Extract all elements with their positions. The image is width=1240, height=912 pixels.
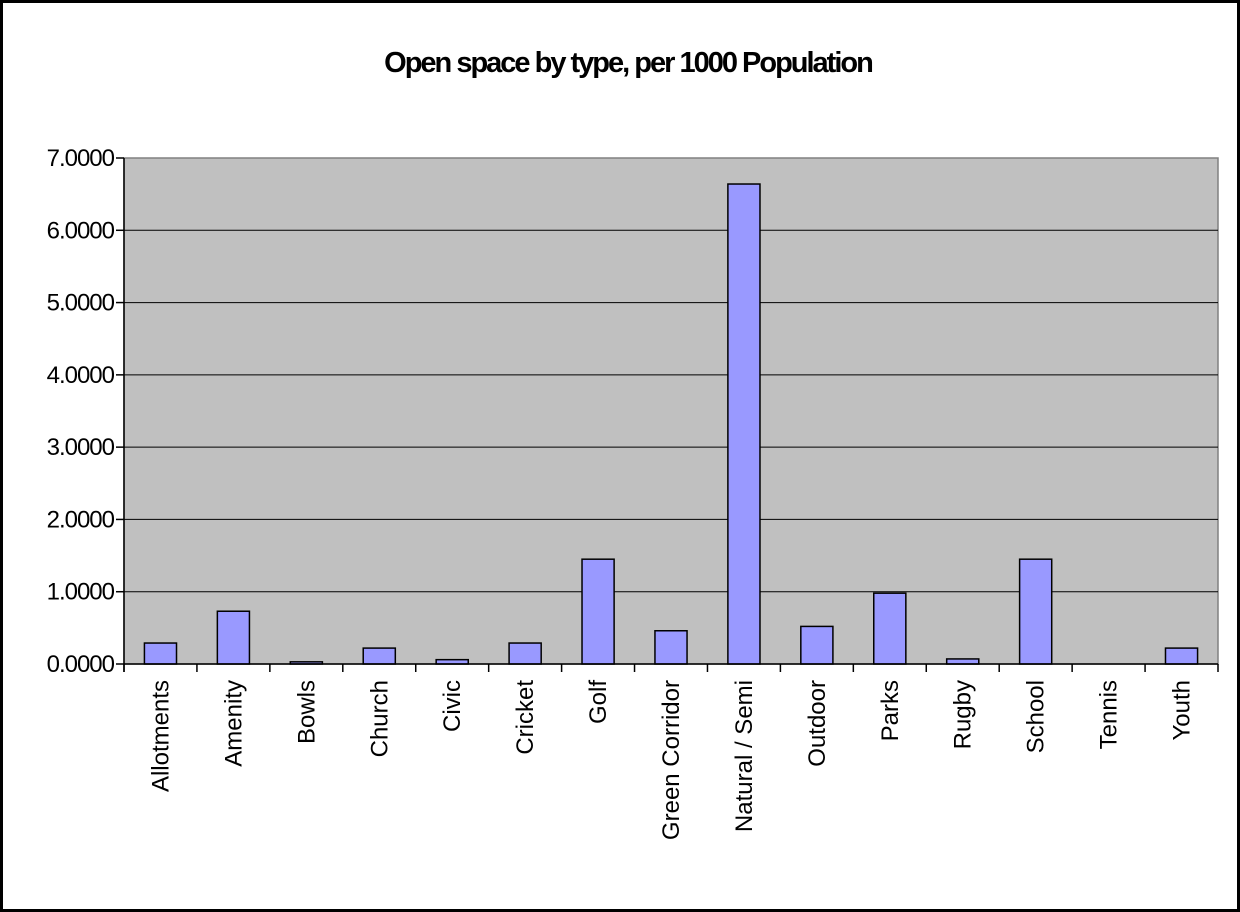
bar-natural-semi xyxy=(727,183,761,665)
x-category-label: Green Corridor xyxy=(658,680,685,840)
bar-amenity xyxy=(216,610,251,665)
x-category-label: Youth xyxy=(1169,680,1196,741)
bar-rugby xyxy=(945,658,980,665)
bar-parks xyxy=(873,592,907,665)
y-tick-label: 5.0000 xyxy=(47,290,115,317)
x-category-label: Church xyxy=(366,680,393,757)
y-tick-label: 1.0000 xyxy=(47,579,115,606)
axes xyxy=(116,157,1219,672)
y-tick-label: 7.0000 xyxy=(47,145,115,172)
x-category-label: Outdoor xyxy=(804,680,831,767)
bars xyxy=(143,183,1199,665)
y-tick-label: 0.0000 xyxy=(47,651,115,678)
bar-allotments xyxy=(143,642,178,665)
y-tick-label: 2.0000 xyxy=(47,506,115,533)
x-category-label: Allotments xyxy=(147,680,174,792)
y-tick-label: 4.0000 xyxy=(47,362,115,389)
bar-cricket xyxy=(508,642,542,665)
x-category-label: School xyxy=(1023,680,1050,753)
x-category-labels: Allotments Amenity Bowls Church Civic Cricket… xyxy=(147,680,1195,840)
plot-area xyxy=(123,157,1219,665)
y-tick-label: 6.0000 xyxy=(47,217,115,244)
x-category-label: Parks xyxy=(877,680,904,741)
bar-school xyxy=(1018,558,1053,665)
bar-golf xyxy=(581,558,615,665)
x-category-label: Golf xyxy=(585,680,612,724)
x-category-label: Civic xyxy=(439,680,466,732)
bar-youth xyxy=(1164,647,1199,665)
bar-church xyxy=(362,647,397,665)
bar-green-corridor xyxy=(654,629,688,665)
x-category-label: Bowls xyxy=(293,680,320,744)
chart-title: Open space by type, per 1000 Population xyxy=(384,47,872,79)
x-category-label: Natural / Semi xyxy=(731,680,758,832)
x-category-label: Cricket xyxy=(512,680,539,755)
x-category-label: Amenity xyxy=(220,680,247,767)
y-tick-label: 3.0000 xyxy=(47,434,115,461)
x-category-label: Rugby xyxy=(950,680,977,749)
y-tick-labels: 0.0000 1.0000 2.0000 3.0000 4.0000 5.0000 6.00… xyxy=(47,145,116,678)
bar-outdoor xyxy=(800,625,834,665)
x-category-label: Tennis xyxy=(1096,680,1123,749)
